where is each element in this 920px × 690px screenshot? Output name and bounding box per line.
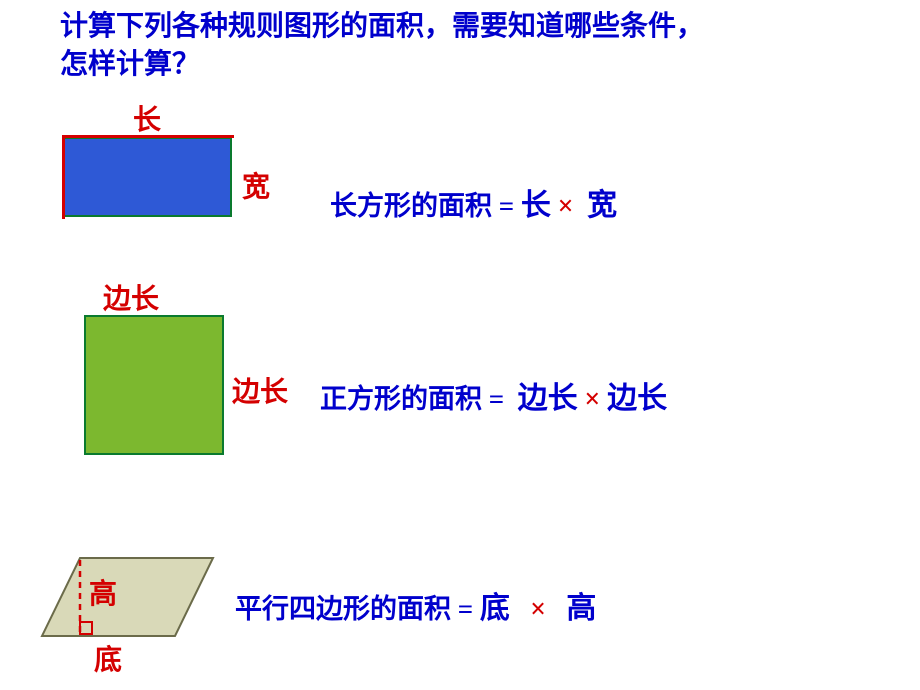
parallelogram-formula-term2: 高 — [566, 592, 596, 625]
parallelogram-label-height: 高 — [89, 572, 117, 612]
question-line1: 计算下列各种规则图形的面积，需要知道哪些条件， — [60, 11, 704, 42]
parallelogram-formula: 平行四边形的面积 = 底 × 高 — [235, 583, 596, 627]
rectangle-formula-prefix: 长方形的面积 = — [330, 191, 514, 221]
rectangle-label-length: 长 — [133, 98, 161, 138]
square-formula: 正方形的面积 = 边长 × 边长 — [320, 373, 667, 417]
square-formula-term1: 边长 — [518, 382, 578, 415]
square-label-top: 边长 — [103, 277, 159, 317]
question-text: 计算下列各种规则图形的面积，需要知道哪些条件， 怎样计算？ — [60, 8, 704, 84]
square-formula-prefix: 正方形的面积 = — [320, 384, 504, 414]
square-formula-op: × — [584, 384, 600, 415]
square-label-right: 边长 — [232, 370, 288, 410]
parallelogram-shape — [40, 556, 215, 638]
rectangle-formula-op: × — [558, 191, 574, 222]
rectangle-formula-term1: 长 — [521, 189, 551, 222]
rectangle-label-width: 宽 — [242, 165, 270, 205]
parallelogram-label-base: 底 — [94, 638, 122, 678]
parallelogram-formula-term1: 底 — [480, 592, 510, 625]
parallelogram-formula-prefix: 平行四边形的面积 = — [235, 594, 473, 624]
parallelogram-formula-op: × — [530, 594, 546, 625]
rectangle-left-edge — [62, 137, 65, 219]
rectangle-formula: 长方形的面积 = 长 × 宽 — [330, 180, 617, 224]
question-line2: 怎样计算？ — [60, 49, 200, 80]
rectangle-shape — [62, 137, 232, 217]
square-shape — [84, 315, 224, 455]
square-formula-term2: 边长 — [607, 382, 667, 415]
rectangle-formula-term2: 宽 — [587, 189, 617, 222]
